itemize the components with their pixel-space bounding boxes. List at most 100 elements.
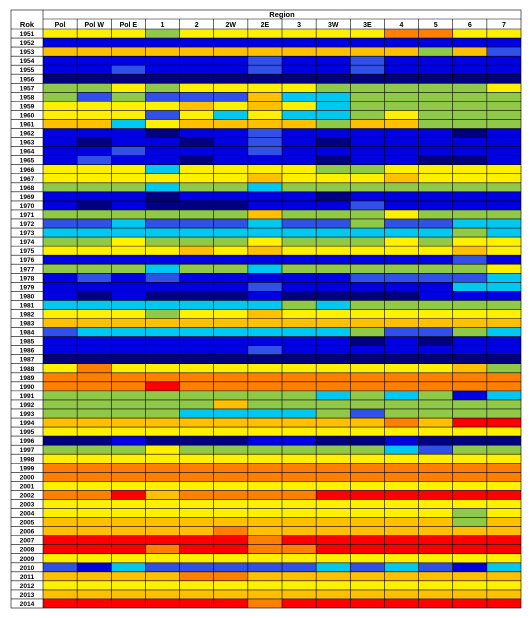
heatmap-cell (247, 218, 282, 229)
heatmap-cell (350, 110, 385, 120)
heatmap-cell (282, 110, 317, 120)
heatmap-cell (452, 291, 487, 301)
heatmap-cell (43, 580, 78, 590)
heatmap-cell (213, 300, 248, 310)
year-label: 1953 (20, 49, 35, 56)
heatmap-cell (179, 155, 214, 165)
year-label: 1986 (20, 348, 35, 355)
heatmap-cell (316, 408, 351, 419)
heatmap-cell (418, 427, 453, 437)
column-label: 2W (226, 22, 237, 29)
heatmap-cell (282, 119, 317, 129)
heatmap-cell (452, 336, 487, 346)
heatmap-cell (316, 246, 351, 256)
heatmap-cell (316, 345, 351, 355)
heatmap-cell (179, 535, 214, 545)
heatmap-cell (452, 309, 487, 319)
heatmap-cell (77, 300, 112, 310)
heatmap-cell (247, 499, 282, 509)
heatmap-cell (452, 354, 487, 364)
heatmap-cell (350, 445, 385, 455)
year-label: 1992 (20, 402, 35, 409)
heatmap-cell (452, 345, 487, 355)
heatmap-cell (486, 472, 521, 482)
heatmap-cell (145, 228, 180, 238)
heatmap-cell (43, 399, 78, 409)
heatmap-cell (111, 436, 146, 446)
heatmap-cell (316, 74, 351, 84)
year-label: 1970 (20, 203, 35, 210)
heatmap-cell (145, 526, 180, 536)
heatmap-cell (145, 580, 180, 590)
heatmap-cell (179, 408, 214, 419)
heatmap-cell (145, 83, 180, 93)
heatmap-cell (179, 598, 214, 608)
heatmap-cell (213, 499, 248, 509)
heatmap-cell (350, 571, 385, 581)
heatmap-cell (43, 372, 78, 382)
heatmap-cell (452, 56, 487, 66)
heatmap-cell (316, 562, 351, 572)
heatmap-cell (213, 571, 248, 581)
heatmap-cell (452, 228, 487, 238)
year-label: 1991 (20, 393, 35, 400)
heatmap-cell (179, 381, 214, 391)
heatmap-cell (145, 273, 180, 283)
heatmap-cell (247, 101, 282, 111)
heatmap-cell (43, 526, 78, 536)
heatmap-cell (486, 490, 521, 500)
year-label: 2000 (20, 474, 35, 481)
heatmap-cell (247, 137, 282, 147)
heatmap-cell (486, 445, 521, 455)
heatmap-cell (145, 128, 180, 138)
heatmap-cell (452, 445, 487, 455)
heatmap-cell (486, 92, 521, 102)
year-label: 2002 (20, 492, 35, 499)
heatmap-cell (213, 454, 248, 464)
heatmap-cell (350, 318, 385, 328)
heatmap-cell (384, 327, 419, 337)
heatmap-cell (486, 363, 521, 373)
heatmap-cell (247, 580, 282, 590)
heatmap-cell (384, 110, 419, 120)
heatmap-cell (384, 47, 419, 57)
year-label: 1985 (20, 339, 35, 346)
heatmap-cell (452, 300, 487, 310)
heatmap-cell (418, 155, 453, 165)
heatmap-cell (486, 110, 521, 120)
heatmap-cell (247, 571, 282, 581)
heatmap-cell (247, 490, 282, 500)
heatmap-cell (77, 83, 112, 93)
heatmap-cell (384, 246, 419, 256)
heatmap-cell (213, 92, 248, 102)
heatmap-cell (350, 472, 385, 482)
year-label: 2011 (20, 574, 35, 581)
heatmap-cell (282, 318, 317, 328)
heatmap-cell (213, 381, 248, 391)
year-label: 1956 (20, 76, 35, 83)
heatmap-cell (77, 182, 112, 192)
heatmap-cell (282, 327, 317, 337)
heatmap-cell (316, 282, 351, 292)
heatmap-cell (213, 526, 248, 536)
heatmap-cell (77, 436, 112, 446)
heatmap-cell (179, 589, 214, 599)
heatmap-cell (384, 399, 419, 409)
heatmap-cell (179, 246, 214, 256)
heatmap-cell (111, 354, 146, 364)
heatmap-cell (145, 155, 180, 165)
heatmap-cell (179, 390, 214, 400)
heatmap-cell (77, 209, 112, 219)
heatmap-cell (43, 309, 78, 319)
heatmap-cell (43, 327, 78, 337)
year-label: 1993 (20, 411, 35, 418)
heatmap-cell (213, 191, 248, 201)
heatmap-cell (350, 119, 385, 129)
heatmap-cell (350, 128, 385, 138)
heatmap-cell (247, 29, 282, 39)
heatmap-cell (486, 381, 521, 391)
heatmap-cell (77, 463, 112, 473)
heatmap-cell (418, 508, 453, 518)
heatmap-cell (145, 472, 180, 482)
heatmap-cell (179, 255, 214, 265)
